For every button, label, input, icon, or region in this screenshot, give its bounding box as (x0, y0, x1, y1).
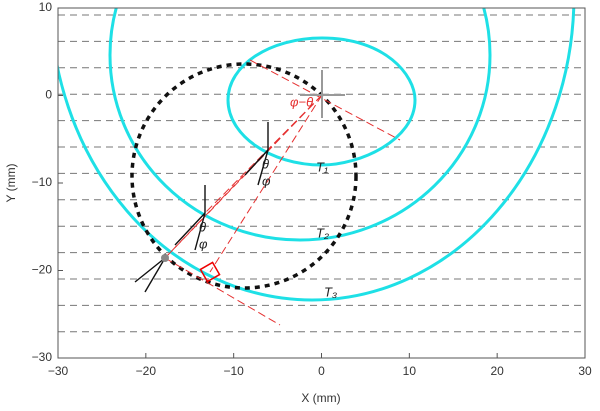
annotation: T₂ (316, 225, 329, 240)
contour-t1 (226, 36, 417, 167)
x-tick-label: −30 (48, 364, 69, 378)
x-tick-label: 30 (578, 364, 592, 378)
x-axis-label: X (mm) (301, 391, 340, 405)
sensor-point (161, 254, 169, 262)
annotation: φ (199, 236, 208, 251)
grid (58, 14, 585, 333)
annotation: θ (199, 219, 206, 234)
y-tick-label: −20 (32, 263, 53, 277)
y-tick-label: −30 (32, 350, 53, 364)
y-tick-label: −10 (32, 175, 53, 189)
x-tick-label: −10 (223, 364, 244, 378)
x-tick-label: −20 (136, 364, 157, 378)
annotation: φ (262, 173, 271, 188)
annotation: T₃ (324, 284, 337, 299)
annotation: T₁ (316, 159, 328, 174)
geometry (130, 59, 401, 326)
x-tick-label: 20 (490, 364, 504, 378)
y-tick-label: 10 (39, 0, 53, 14)
annotation: θ (262, 156, 269, 171)
annotation: φ−θ (290, 94, 313, 109)
ray-lines (164, 59, 401, 326)
y-tick-label: 0 (45, 88, 52, 102)
sensor-circle (130, 62, 358, 290)
right-angle (199, 261, 221, 283)
x-tick-label: 10 (403, 364, 417, 378)
contour-t3 (58, 8, 576, 302)
sensor-arrows (134, 122, 269, 293)
contour-t2 (108, 8, 492, 242)
contours (58, 8, 576, 302)
x-tick-label: 0 (318, 364, 325, 378)
source-cross (300, 70, 345, 118)
y-axis-label: Y (mm) (4, 163, 18, 202)
